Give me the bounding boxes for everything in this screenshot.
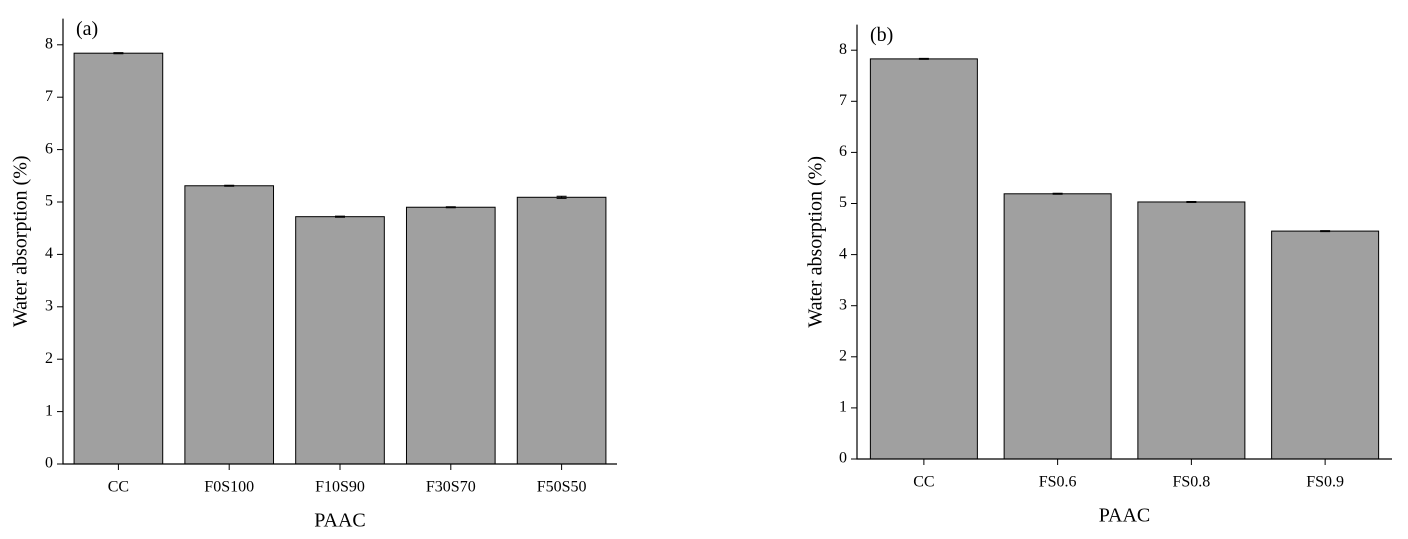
bar [1271,230,1380,460]
bar [295,216,385,465]
bar [1137,201,1246,460]
error-bar [113,52,124,55]
y-tick-label: 0 [45,455,53,472]
x-tick-label: F0S100 [204,479,254,496]
y-tick-label: 1 [839,399,847,416]
axes [62,18,617,465]
error-bar [918,57,929,60]
error-bar [335,215,345,218]
bar [73,52,164,465]
error-bar [1052,192,1063,195]
y-axis-label: Water absorption (%) [805,156,827,328]
y-tick-label: 5 [839,194,847,211]
error-bar [445,206,456,209]
y-tick-label: 5 [45,193,53,210]
y-tick-label: 4 [45,245,53,262]
bar [869,58,978,460]
x-axis-label: PAAC [314,510,366,532]
x-tick-label: FS0.9 [1306,474,1344,491]
error-bar [1186,200,1197,203]
bar [516,196,607,465]
y-tick-label: 7 [839,92,847,109]
y-tick-label: 1 [45,402,53,419]
y-tick-label: 3 [45,297,53,314]
bar [184,185,275,465]
y-tick-label: 0 [839,450,847,467]
y-tick-label: 8 [45,35,53,52]
axes [856,24,1392,460]
x-tick-label: FS0.6 [1039,474,1077,491]
y-tick-label: 7 [45,88,53,105]
bar [1003,193,1112,460]
x-tick-label: CC [913,474,934,491]
error-bar [556,195,567,199]
panel-label: (a) [76,18,98,40]
error-bar [224,184,235,187]
y-tick-label: 8 [839,41,847,58]
x-tick-label: F30S70 [426,479,476,496]
x-tick-label: F50S50 [537,479,587,496]
x-tick-label: FS0.8 [1172,474,1210,491]
bar [405,206,496,465]
error-bar [1320,230,1331,233]
y-tick-label: 2 [839,347,847,364]
y-axis-label: Water absorption (%) [10,155,32,327]
y-tick-label: 3 [839,296,847,313]
x-tick-label: CC [108,479,129,496]
panel-label: (b) [870,24,893,46]
y-tick-label: 4 [839,245,847,262]
y-tick-label: 6 [839,143,847,160]
x-tick-label: F10S90 [315,479,365,496]
y-tick-label: 2 [45,350,53,367]
y-tick-label: 6 [45,140,53,157]
x-axis-label: PAAC [1099,505,1151,527]
